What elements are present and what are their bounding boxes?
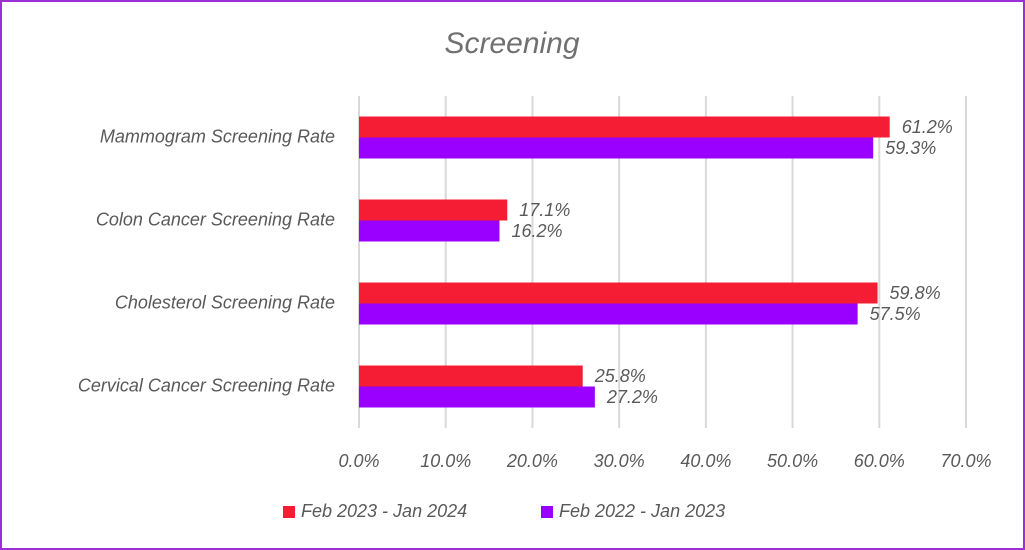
legend-swatch <box>541 506 553 518</box>
chart-title: Screening <box>444 27 579 60</box>
data-label: 27.2% <box>606 387 658 407</box>
x-tick-label: 0.0% <box>338 451 379 471</box>
y-tick-label: Mammogram Screening Rate <box>100 126 335 146</box>
legend-swatch <box>283 506 295 518</box>
legend-label: Feb 2023 - Jan 2024 <box>301 501 467 521</box>
y-tick-label: Cholesterol Screening Rate <box>115 292 335 312</box>
bar <box>359 220 500 242</box>
x-tick-label: 70.0% <box>940 451 991 471</box>
bar <box>359 282 878 304</box>
data-label: 61.2% <box>902 117 953 137</box>
x-tick-label: 40.0% <box>680 451 731 471</box>
bar <box>359 365 583 387</box>
data-label: 17.1% <box>519 200 570 220</box>
x-tick-label: 30.0% <box>594 451 645 471</box>
x-tick-label: 60.0% <box>854 451 905 471</box>
bar <box>359 116 890 138</box>
x-tick-label: 20.0% <box>506 451 558 471</box>
legend-label: Feb 2022 - Jan 2023 <box>559 501 725 521</box>
data-label: 59.3% <box>885 138 936 158</box>
y-tick-label: Colon Cancer Screening Rate <box>96 209 335 229</box>
data-label: 57.5% <box>870 304 921 324</box>
bar <box>359 137 874 159</box>
bar <box>359 303 858 325</box>
x-tick-label: 10.0% <box>420 451 471 471</box>
data-label: 16.2% <box>511 221 562 241</box>
bar <box>359 199 508 221</box>
bar <box>359 386 595 408</box>
y-tick-label: Cervical Cancer Screening Rate <box>78 375 335 395</box>
x-tick-label: 50.0% <box>767 451 818 471</box>
data-label: 59.8% <box>890 283 941 303</box>
data-label: 25.8% <box>594 366 646 386</box>
